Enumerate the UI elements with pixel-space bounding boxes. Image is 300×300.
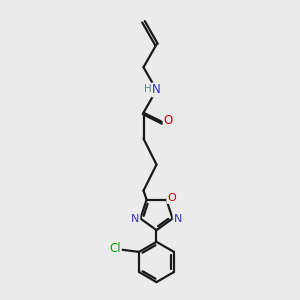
Text: H: H bbox=[143, 84, 151, 94]
Text: O: O bbox=[164, 114, 173, 127]
Text: O: O bbox=[167, 193, 176, 203]
Text: Cl: Cl bbox=[109, 242, 121, 255]
Text: N: N bbox=[173, 214, 182, 224]
Text: N: N bbox=[152, 83, 161, 97]
Text: N: N bbox=[131, 214, 140, 224]
